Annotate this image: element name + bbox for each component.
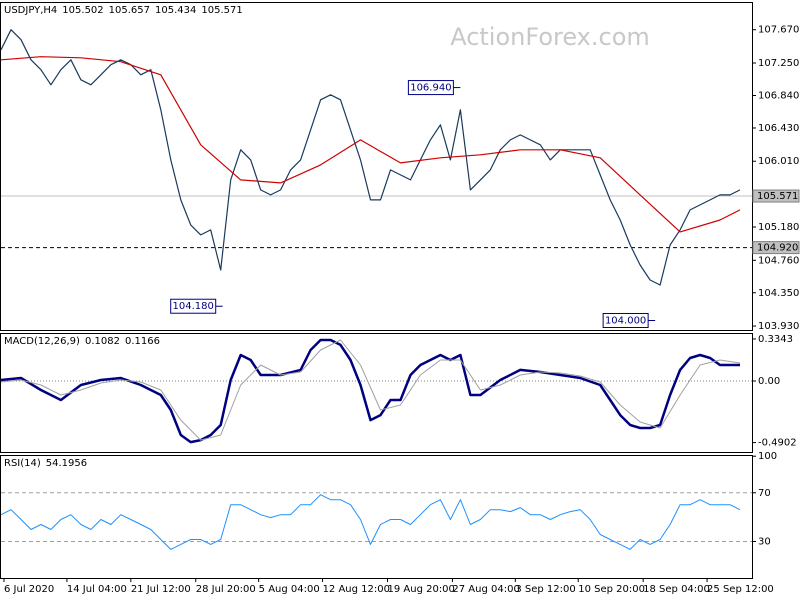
panel-title: RSI(14) <box>4 458 41 469</box>
header-value: 105.571 <box>201 5 242 16</box>
x-tick-label: 28 Jul 20:00 <box>196 584 256 595</box>
annotation-label: 104.180 <box>173 301 214 312</box>
header-value: 0.1082 <box>85 336 120 347</box>
series-line <box>0 56 741 233</box>
panel-header: USDJPY,H4 105.502 105.657 105.434 105.571 <box>4 5 243 16</box>
panel-frame <box>0 2 753 331</box>
watermark: ActionForex.com <box>450 23 650 51</box>
y-tick-label: 106.010 <box>758 156 799 167</box>
y-tick-label: 30 <box>758 536 771 547</box>
level-label: 105.571 <box>757 191 798 202</box>
y-tick-label: 106.840 <box>758 90 799 101</box>
header-value: 105.502 <box>62 5 103 16</box>
annotation-box <box>407 80 454 96</box>
y-tick-label: 105.180 <box>758 222 799 233</box>
panel-title: USDJPY,H4 <box>4 5 57 16</box>
series-line <box>0 338 740 444</box>
y-tick-label: 106.430 <box>758 123 799 134</box>
x-tick-label: 18 Sep 04:00 <box>643 584 710 595</box>
header-value: 54.1956 <box>46 458 87 469</box>
series-line <box>0 29 741 286</box>
level-box <box>752 241 800 255</box>
annotation-box <box>602 312 649 328</box>
x-tick-label: 21 Jul 12:00 <box>131 584 191 595</box>
x-tick-label: 6 Jul 2020 <box>4 584 54 595</box>
panel-title: MACD(12,26,9) <box>4 336 80 347</box>
y-tick-label: 107.670 <box>758 25 799 36</box>
y-tick-label: 104.350 <box>758 288 799 299</box>
x-tick-label: 19 Aug 20:00 <box>387 584 454 595</box>
x-tick-label: 27 Aug 04:00 <box>452 584 519 595</box>
header-value: 105.434 <box>155 5 196 16</box>
x-tick-label: 25 Sep 12:00 <box>707 584 774 595</box>
annotation-label: 104.000 <box>605 315 646 326</box>
y-tick-label: 0.00 <box>758 376 780 387</box>
y-tick-label: 103.930 <box>758 321 799 332</box>
y-tick-label: 0.3343 <box>758 334 793 345</box>
y-tick-label: 104.760 <box>758 255 799 266</box>
panel-header: MACD(12,26,9) 0.1082 0.1166 <box>4 336 160 347</box>
x-tick-label: 10 Sep 20:00 <box>578 584 645 595</box>
y-tick-label: 70 <box>758 488 771 499</box>
x-tick-label: 12 Aug 12:00 <box>323 584 390 595</box>
x-tick-label: 5 Aug 04:00 <box>259 584 320 595</box>
annotation-label: 106.940 <box>410 83 451 94</box>
x-tick-label: 3 Sep 12:00 <box>515 584 575 595</box>
y-tick-label: 100 <box>758 451 777 462</box>
y-tick-label: 107.250 <box>758 58 799 69</box>
series-line <box>0 494 741 550</box>
series-line <box>0 339 741 441</box>
level-box <box>752 189 800 203</box>
panel-header: RSI(14) 54.1956 <box>4 458 87 469</box>
header-value: 0.1166 <box>125 336 160 347</box>
level-label: 104.920 <box>757 243 798 254</box>
annotation-box <box>170 298 217 314</box>
panel-frame <box>0 333 753 453</box>
panel-frame <box>0 455 753 579</box>
x-tick-label: 14 Jul 04:00 <box>67 584 127 595</box>
y-tick-label: -0.4902 <box>758 438 797 449</box>
header-value: 105.657 <box>109 5 150 16</box>
